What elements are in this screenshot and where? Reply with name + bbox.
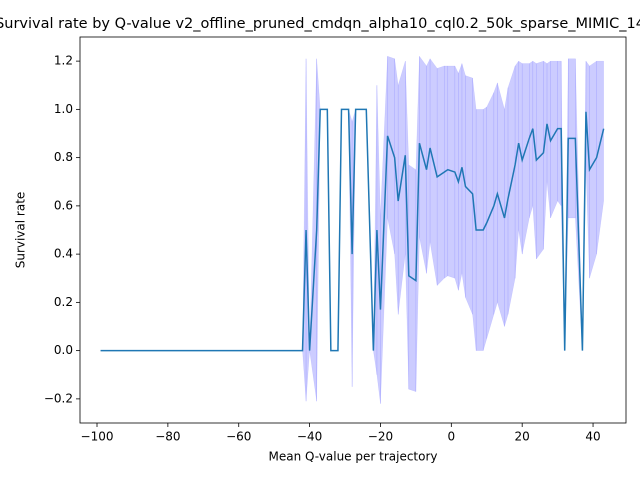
x-tick-label: −100 <box>81 430 114 444</box>
confidence-band <box>419 55 427 274</box>
confidence-band <box>557 60 562 207</box>
y-tick-label: 0.4 <box>54 247 73 261</box>
chart-title: Survival rate by Q-value v2_offline_prun… <box>0 16 640 32</box>
y-tick-label: 0.6 <box>54 198 73 212</box>
confidence-band <box>536 60 544 260</box>
confidence-band <box>397 61 406 315</box>
y-axis-label: Survival rate <box>14 192 28 269</box>
confidence-band <box>521 63 530 255</box>
y-tick-label: 1.0 <box>54 102 73 116</box>
confidence-band <box>596 60 604 255</box>
x-tick-label: −60 <box>226 430 251 444</box>
confidence-band <box>429 57 438 286</box>
x-tick-label: −20 <box>368 430 393 444</box>
y-tick-label: −0.2 <box>44 391 73 405</box>
y-tick-label: 1.2 <box>54 54 73 68</box>
confidence-band <box>546 60 551 218</box>
y-tick-label: 0.2 <box>54 295 73 309</box>
plot-frame <box>79 36 627 424</box>
y-tick-label: 0.8 <box>54 150 73 164</box>
confidence-band <box>543 60 548 250</box>
confidence-band <box>376 85 381 404</box>
confidence-band <box>589 60 597 279</box>
confidence-band <box>387 55 395 255</box>
confidence-band <box>465 75 473 315</box>
confidence-band <box>447 65 456 279</box>
confidence-band <box>529 60 534 219</box>
confidence-band <box>550 60 558 219</box>
y-tick-label: 0.0 <box>54 343 73 357</box>
confidence-band <box>443 65 449 279</box>
confidence-band <box>309 58 317 402</box>
confidence-band <box>482 106 488 351</box>
x-tick-label: −80 <box>155 430 180 444</box>
confidence-band <box>514 60 519 279</box>
x-axis-label: Mean Q-value per trajectory <box>268 450 437 464</box>
line <box>100 108 605 352</box>
x-tick-label: 20 <box>515 430 530 444</box>
confidence-band <box>507 65 516 315</box>
x-tick-label: 0 <box>448 430 456 444</box>
x-tick-label: −40 <box>297 430 322 444</box>
confidence-band <box>426 58 431 274</box>
confidence-band <box>436 65 445 287</box>
x-tick-label: 40 <box>585 430 600 444</box>
confidence-band <box>518 60 523 255</box>
confidence-band <box>532 60 537 259</box>
